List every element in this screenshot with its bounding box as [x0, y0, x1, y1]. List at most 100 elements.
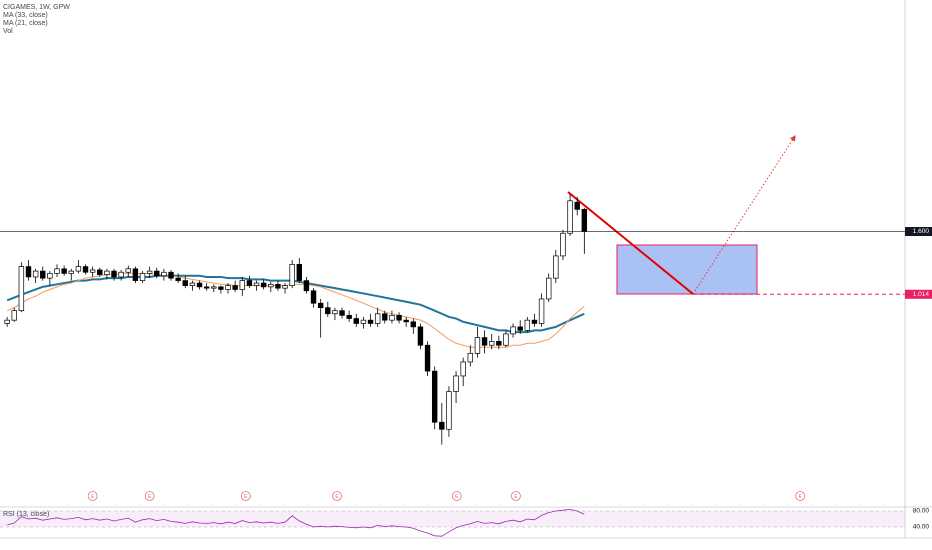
candle-body	[339, 310, 345, 316]
event-label: E	[514, 494, 518, 500]
candle-body	[246, 280, 253, 286]
candle-body	[346, 314, 352, 319]
candle-body	[567, 200, 573, 234]
candle-body	[431, 370, 438, 423]
rsi-tick-label: 80.00	[913, 508, 930, 515]
candle-body	[104, 270, 110, 275]
candle-body	[225, 285, 231, 290]
candle-body	[467, 352, 474, 363]
candle-body	[89, 269, 96, 273]
candle-body	[260, 282, 267, 288]
candle-body	[481, 337, 488, 346]
moving-averages	[6, 272, 585, 348]
rsi-line	[7, 508, 585, 537]
candle-body	[296, 264, 302, 281]
candle-body	[389, 314, 395, 321]
indicator-label: MA (21, close)	[3, 20, 48, 27]
candle-body	[97, 269, 103, 275]
candle-body	[82, 266, 89, 273]
candle-body	[4, 319, 10, 324]
candle-body	[410, 321, 417, 328]
chart-title: CIGAMES, 1W, GPW	[3, 4, 70, 11]
candle-body	[253, 282, 260, 286]
event-marker	[332, 491, 342, 501]
candle-body	[374, 313, 381, 324]
trend-line	[567, 191, 694, 295]
candle-body	[382, 313, 388, 321]
candle-body	[403, 319, 409, 323]
price-line-label-bg	[905, 227, 932, 237]
price-line-label: 1.600	[913, 228, 930, 235]
candle-body	[218, 286, 224, 290]
candle-body	[553, 255, 559, 279]
candle-body	[111, 270, 117, 278]
candle-body	[40, 270, 46, 279]
candle-body	[196, 282, 203, 288]
indicator-label: Vol	[3, 28, 13, 35]
candle-body	[453, 375, 459, 392]
rsi-pane	[0, 508, 905, 537]
candle-body	[303, 280, 310, 292]
candle-body	[18, 266, 25, 312]
candle-body	[574, 201, 580, 210]
ma-line	[6, 272, 585, 348]
candle-body	[275, 283, 281, 289]
event-label: E	[91, 494, 95, 500]
candle-body	[317, 302, 324, 308]
event-marker	[240, 491, 251, 501]
candle-body	[325, 307, 331, 315]
candle-body	[132, 268, 139, 281]
candle-body	[439, 421, 445, 430]
candle-body	[360, 319, 367, 324]
candle-body	[118, 271, 124, 278]
candle-body	[203, 286, 210, 289]
target-box	[616, 244, 758, 295]
candle-body	[32, 270, 39, 278]
candle-body	[446, 391, 452, 430]
event-marker	[795, 491, 806, 501]
candle-body	[517, 326, 523, 331]
candle-body	[396, 314, 402, 321]
candle-body	[25, 266, 32, 278]
candle-body	[232, 285, 238, 290]
event-label: E	[455, 494, 459, 500]
candle-body	[560, 232, 566, 257]
candle-body	[68, 270, 74, 274]
event-label: E	[799, 494, 803, 500]
candle-body	[496, 341, 502, 346]
candle-body	[538, 298, 545, 324]
candle-body	[424, 344, 431, 372]
candle-body	[61, 268, 67, 274]
event-marker	[511, 491, 521, 501]
candle-body	[11, 310, 17, 321]
rsi-band	[0, 511, 905, 527]
candle-body	[367, 319, 374, 324]
indicator-label: MA (33, close)	[3, 12, 48, 19]
candle-body	[310, 290, 317, 304]
candle-body	[161, 271, 167, 277]
target-label: 1.014	[913, 291, 930, 298]
candle-body	[503, 333, 509, 346]
candle-body	[353, 318, 360, 324]
event-label: E	[335, 494, 339, 500]
candle-body	[189, 282, 196, 286]
candle-body	[175, 277, 181, 281]
event-label: E	[244, 494, 248, 500]
candle-body	[332, 310, 338, 315]
event-label: E	[148, 494, 152, 500]
drawings	[567, 134, 796, 295]
candle-body	[282, 285, 288, 289]
event-marker	[144, 491, 155, 501]
candle-body	[139, 273, 146, 281]
candle-body	[211, 286, 217, 289]
candle-body	[47, 273, 53, 279]
event-marker	[451, 491, 462, 501]
candle-body	[168, 271, 174, 279]
candle-body	[239, 280, 245, 290]
event-marker	[87, 491, 98, 501]
